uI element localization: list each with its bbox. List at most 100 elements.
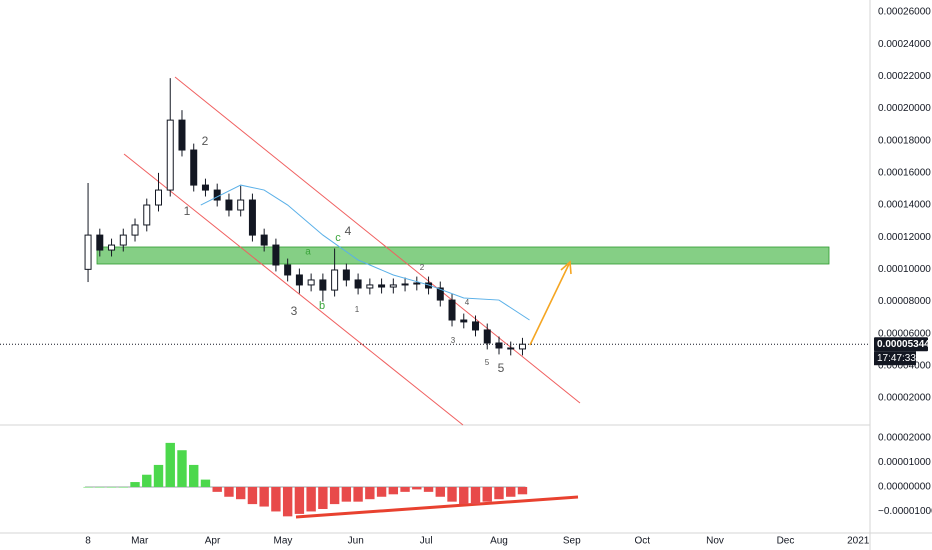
divergence-line <box>295 495 579 519</box>
y-tick-label: 0.00006000 <box>878 328 931 339</box>
osc-tick-label: 0.00000000 <box>878 482 931 493</box>
candle-body <box>366 284 374 289</box>
candle-body <box>319 279 327 291</box>
candle-body <box>213 189 221 201</box>
histogram-bar <box>282 486 293 517</box>
candle-body <box>518 343 526 350</box>
wave-label: b <box>319 300 325 312</box>
histogram-bar <box>177 450 187 487</box>
histogram-bar <box>482 486 492 502</box>
y-tick-label: 0.00010000 <box>878 264 931 275</box>
histogram-bar <box>118 486 128 488</box>
candle-body <box>155 189 163 206</box>
histogram-bar <box>142 474 152 487</box>
candle-body <box>389 284 397 288</box>
histogram-bar <box>294 486 305 514</box>
y-tick-label: 0.00022000 <box>878 71 931 82</box>
x-tick-label: Aug <box>490 536 508 547</box>
x-tick-label: 2021 <box>847 536 870 547</box>
candle-body <box>307 279 315 286</box>
histogram-bar <box>388 486 399 495</box>
histogram-bar <box>517 486 528 495</box>
candle-body <box>190 149 198 186</box>
candle-body <box>342 269 350 281</box>
x-tick-label: Nov <box>706 536 724 547</box>
histogram-bar <box>447 486 457 502</box>
histogram-bar <box>329 486 340 505</box>
histogram-bar <box>353 486 363 502</box>
wave-label: 2 <box>420 263 425 272</box>
histogram-bar <box>247 486 258 505</box>
histogram-bar <box>412 486 422 490</box>
histogram-bar <box>271 486 281 512</box>
histogram-bar <box>200 479 211 487</box>
candle-body <box>448 299 456 321</box>
y-tick-label: 0.00012000 <box>878 232 931 243</box>
histogram-bar <box>306 486 316 512</box>
histogram-bar <box>83 486 93 488</box>
candle-body <box>260 234 268 246</box>
candle-body <box>225 199 233 211</box>
candle-body <box>413 282 421 285</box>
y-tick-label: 0.00024000 <box>878 39 931 50</box>
timer-box <box>874 351 916 366</box>
x-tick-label: Oct <box>634 536 650 547</box>
x-tick-label: May <box>274 536 293 547</box>
candle-body <box>284 264 292 276</box>
candle-body <box>495 342 503 349</box>
candle-body <box>472 321 480 331</box>
candle-body <box>331 269 339 291</box>
histogram-bar <box>423 486 434 492</box>
histogram-bar <box>506 486 516 497</box>
osc-tick-label: −0.00001000 <box>878 506 932 517</box>
candle-body <box>119 234 127 246</box>
moving-average <box>200 184 530 321</box>
y-tick-label: 0.00014000 <box>878 200 931 211</box>
histogram-bar <box>153 464 164 487</box>
histogram-bar <box>341 486 352 502</box>
candle-body <box>143 204 151 226</box>
histogram-bar <box>130 482 140 487</box>
histogram-bar <box>494 486 504 500</box>
y-tick-label: 0.00020000 <box>878 103 931 114</box>
histogram-bar <box>435 486 445 497</box>
candle-body <box>166 119 174 191</box>
x-tick-label: Dec <box>777 536 795 547</box>
histogram-bar <box>400 486 410 492</box>
candle-body <box>84 234 92 270</box>
wave-label: 4 <box>345 224 352 238</box>
candle-body <box>354 279 362 289</box>
y-tick-label: 0.00004000 <box>878 360 931 371</box>
y-tick-label: 0.00018000 <box>878 135 931 146</box>
timer-label: 17:47:33 <box>877 353 916 364</box>
wave-label: 3 <box>291 304 298 318</box>
histogram-bar <box>165 442 175 487</box>
histogram-bar <box>365 486 375 500</box>
histogram-bar <box>459 486 469 505</box>
wave-label: 4 <box>465 298 470 307</box>
osc-tick-label: 0.00001000 <box>878 457 931 468</box>
projection-arrow <box>529 261 571 346</box>
candle-body <box>295 274 303 286</box>
candle-body <box>378 284 386 288</box>
arrow-head <box>560 260 572 275</box>
price-label-box <box>874 337 928 352</box>
y-tick-label: 0.00002000 <box>878 393 931 404</box>
histogram-bar <box>318 486 328 509</box>
x-tick-label: 8 <box>85 536 91 547</box>
histogram-bar <box>235 486 246 500</box>
candle-body <box>201 184 209 191</box>
candle-body <box>237 199 245 211</box>
candle-body <box>401 283 409 286</box>
y-tick-label: 0.00026000 <box>878 7 931 18</box>
wave-label: 3 <box>451 336 456 345</box>
channel-lower <box>123 153 464 426</box>
candle-body <box>272 244 280 266</box>
histogram-bar <box>95 486 105 488</box>
x-tick-label: Mar <box>131 536 149 547</box>
osc-tick-label: 0.00002000 <box>878 433 931 444</box>
candle-body <box>460 319 468 323</box>
wave-label: c <box>335 232 341 244</box>
